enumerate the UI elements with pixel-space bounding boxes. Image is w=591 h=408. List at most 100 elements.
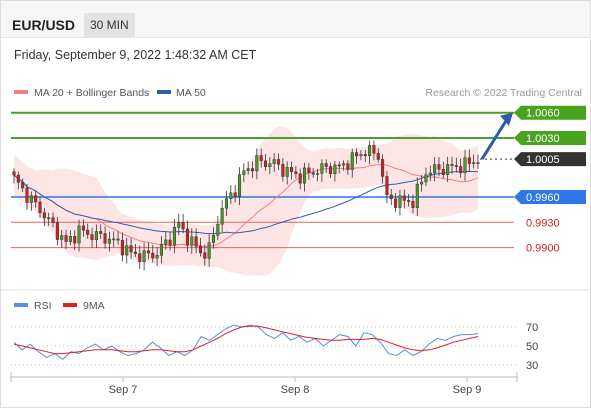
candle-body (107, 238, 111, 244)
candle-body (86, 229, 90, 235)
candle-body (155, 255, 159, 259)
candle-body (337, 164, 341, 167)
candle-body (333, 164, 337, 174)
level-label-resistance: 1.0030 (526, 133, 560, 145)
candle-body (99, 231, 103, 234)
x-tick-label-sep7: Sep 7 (109, 384, 138, 396)
candle-body (42, 212, 46, 219)
level-tag-current (514, 152, 586, 167)
candle-body (151, 252, 155, 259)
candle-body (47, 217, 51, 219)
rsi-legend-swatch (14, 303, 28, 307)
candle-body (385, 176, 389, 196)
candle-body (394, 198, 398, 208)
candle-body (476, 162, 480, 164)
ma20-legend-label: MA 20 + Bollinger Bands (34, 87, 149, 99)
candle-body (181, 222, 185, 230)
candle-body (125, 245, 129, 256)
candle-body (38, 201, 42, 214)
candle-body (437, 164, 441, 170)
candle-body (420, 181, 424, 185)
candle-body (250, 168, 255, 172)
candle-body (411, 201, 415, 208)
candle-body (276, 159, 281, 165)
candle-body (73, 236, 77, 244)
candle-body (146, 250, 150, 254)
candle-body (242, 170, 246, 175)
candle-body (159, 244, 163, 256)
candle-body (472, 162, 476, 164)
candle-body (233, 192, 237, 197)
ma50-line (13, 170, 478, 235)
candle-body (398, 195, 402, 208)
x-tick-label-sep9: Sep 9 (453, 384, 482, 396)
candle-body (311, 172, 315, 175)
rsi-line (13, 324, 479, 360)
level-label-resistance: 1.0060 (526, 108, 560, 120)
candle-body (21, 182, 25, 189)
candle-body (342, 163, 346, 166)
candle-body (259, 155, 263, 162)
candle-body (363, 154, 367, 156)
rsi-tick-label: 50 (526, 341, 538, 353)
projection-arrow-shaft (480, 116, 510, 160)
candle-body (194, 236, 198, 247)
candle-body (307, 167, 311, 173)
x-tick-label-sep8: Sep 8 (281, 384, 310, 396)
level-label-current: 1.0005 (526, 154, 560, 166)
candle-body (172, 227, 176, 246)
rsi-panel: 70 50 30 (11, 322, 538, 372)
candle-body (272, 159, 276, 164)
projection-arrow-head (500, 112, 513, 126)
candle-body (355, 152, 359, 157)
candle-body (133, 251, 137, 254)
bollinger-band (14, 126, 478, 276)
candle-body (116, 238, 120, 241)
candle-body (220, 207, 224, 225)
ma20-legend-swatch (14, 90, 28, 94)
candle-body (94, 231, 98, 241)
candle-body (281, 164, 285, 177)
candle-body (294, 171, 298, 175)
candle-body (268, 163, 272, 168)
candle-body (198, 246, 203, 254)
candle-body (255, 155, 259, 172)
candle-body (376, 153, 380, 160)
candle-body (467, 157, 471, 164)
candle-body (350, 152, 354, 170)
candle-body (450, 164, 454, 166)
level-tag-resistance (514, 131, 586, 145)
timeframe-badge[interactable]: 30 MIN (84, 13, 135, 37)
candle-body (359, 154, 363, 157)
candle-body (81, 225, 85, 231)
candle-body (203, 252, 207, 259)
level-label-support: 0.9900 (526, 243, 560, 255)
candle-body (368, 145, 372, 156)
candle-body (207, 242, 211, 259)
candle-body (316, 173, 320, 175)
rsi-legend-label: RSI (34, 300, 52, 312)
candle-body (120, 239, 124, 256)
candle-body (263, 160, 268, 168)
candle-body (129, 245, 133, 253)
candle-body (381, 159, 385, 177)
candle-body (224, 198, 229, 209)
candle-body (16, 174, 20, 183)
candle-body (51, 217, 55, 223)
candle-body (25, 187, 29, 203)
candle-body (298, 173, 302, 184)
candle-body (428, 172, 432, 175)
candle-body (246, 168, 250, 171)
level-label-pivot: 0.9960 (526, 192, 560, 204)
candle-body (433, 164, 437, 174)
candle-body (329, 166, 333, 174)
level-tag-pivot (514, 190, 586, 204)
candle-body (320, 163, 324, 174)
candle-body (190, 236, 194, 246)
chart-header: EUR/USD 30 MIN (1, 1, 590, 38)
candle-body (142, 250, 146, 263)
rsi-ma-legend-label: 9MA (83, 300, 105, 312)
candle-body (34, 195, 38, 203)
candle-body (459, 166, 463, 174)
